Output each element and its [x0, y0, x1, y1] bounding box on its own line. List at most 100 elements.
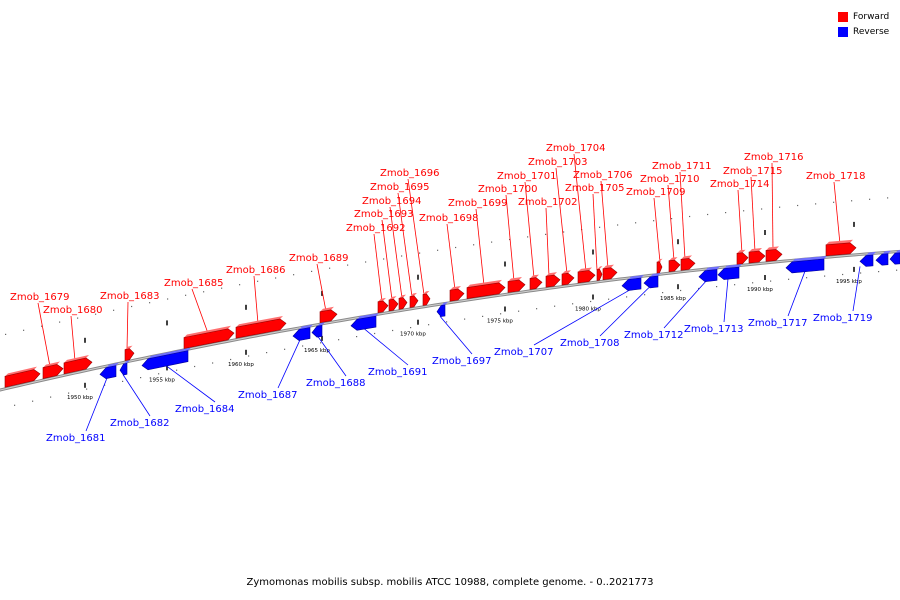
- forward-gene-arrow[interactable]: [561, 270, 575, 286]
- arrow-body: [680, 258, 696, 271]
- reverse-gene-arrow[interactable]: [717, 264, 742, 280]
- forward-gene-label[interactable]: Zmob_1711: [652, 161, 712, 172]
- forward-gene-label[interactable]: Zmob_1686: [226, 265, 286, 276]
- reverse-gene-label[interactable]: Zmob_1713: [684, 324, 744, 335]
- forward-gene-label[interactable]: Zmob_1683: [100, 291, 160, 302]
- reverse-gene-arrow[interactable]: [785, 255, 827, 274]
- reverse-gene-label[interactable]: Zmob_1687: [238, 390, 298, 401]
- minor-tick: [518, 310, 520, 312]
- forward-swatch: [838, 11, 848, 22]
- reverse-gene-label[interactable]: Zmob_1707: [494, 347, 554, 358]
- reverse-gene-arrow[interactable]: [889, 250, 900, 265]
- reverse-gene-label[interactable]: Zmob_1688: [306, 378, 366, 389]
- forward-gene-label[interactable]: Zmob_1715: [723, 166, 783, 177]
- forward-gene-label[interactable]: Zmob_1709: [626, 187, 686, 198]
- forward-gene-arrow[interactable]: [63, 355, 93, 375]
- forward-gene-label[interactable]: Zmob_1692: [346, 223, 406, 234]
- reverse-gene-label[interactable]: Zmob_1719: [813, 313, 873, 324]
- forward-gene-arrow[interactable]: [398, 294, 408, 310]
- minor-tick: [320, 342, 322, 344]
- reverse-gene-label[interactable]: Zmob_1712: [624, 330, 684, 341]
- forward-gene-label[interactable]: Zmob_1716: [744, 152, 804, 163]
- forward-gene-arrow[interactable]: [124, 345, 135, 361]
- forward-gene-label[interactable]: Zmob_1699: [448, 198, 508, 209]
- forward-gene-arrow[interactable]: [825, 239, 857, 257]
- minor-tick: [356, 336, 358, 338]
- forward-gene-label[interactable]: Zmob_1689: [289, 253, 349, 264]
- forward-gene-arrow[interactable]: [668, 257, 681, 273]
- forward-gene-label[interactable]: Zmob_1710: [640, 174, 700, 185]
- reverse-gene-arrow[interactable]: [875, 250, 891, 266]
- leader-line: [277, 339, 301, 389]
- reverse-gene-label[interactable]: Zmob_1682: [110, 418, 170, 429]
- leader-line: [191, 288, 209, 334]
- forward-gene-label[interactable]: Zmob_1718: [806, 171, 866, 182]
- reverse-gene-arrow[interactable]: [436, 301, 448, 317]
- forward-gene-arrow[interactable]: [602, 264, 618, 281]
- reverse-gene-arrow[interactable]: [99, 362, 119, 380]
- forward-gene-label[interactable]: Zmob_1700: [478, 184, 538, 195]
- minor-tick: [14, 404, 16, 406]
- arrow-top-face: [578, 267, 592, 272]
- reverse-gene-arrow[interactable]: [859, 251, 876, 267]
- legend: Forward Reverse: [838, 9, 889, 39]
- reverse-gene-arrow[interactable]: [643, 272, 661, 289]
- forward-gene-arrow[interactable]: [765, 246, 783, 262]
- forward-gene-arrow[interactable]: [319, 306, 338, 324]
- forward-gene-arrow[interactable]: [748, 248, 766, 264]
- reverse-gene-arrow[interactable]: [311, 322, 325, 338]
- minor-tick: [446, 321, 448, 323]
- forward-gene-label[interactable]: Zmob_1694: [362, 196, 422, 207]
- forward-gene-label[interactable]: Zmob_1703: [528, 157, 588, 168]
- forward-gene-label[interactable]: Zmob_1702: [518, 197, 578, 208]
- forward-gene-arrow[interactable]: [377, 297, 389, 314]
- forward-gene-label[interactable]: Zmob_1680: [43, 305, 103, 316]
- arrow-body: [875, 253, 889, 266]
- forward-gene-label[interactable]: Zmob_1695: [370, 182, 430, 193]
- reverse-gene-arrow[interactable]: [350, 313, 379, 331]
- legend-reverse: Reverse: [838, 24, 889, 39]
- forward-gene-arrow[interactable]: [577, 267, 596, 284]
- forward-gene-arrow[interactable]: [422, 290, 431, 306]
- forward-gene-arrow[interactable]: [466, 279, 506, 299]
- reverse-gene-arrow[interactable]: [698, 266, 720, 283]
- forward-gene-label[interactable]: Zmob_1704: [546, 143, 606, 154]
- forward-gene-arrow[interactable]: [409, 292, 419, 308]
- reverse-gene-arrow[interactable]: [119, 360, 130, 376]
- forward-gene-label[interactable]: Zmob_1679: [10, 292, 70, 303]
- reverse-gene-label[interactable]: Zmob_1684: [175, 404, 235, 415]
- forward-gene-arrow[interactable]: [388, 296, 399, 312]
- reverse-gene-label[interactable]: Zmob_1697: [432, 356, 492, 367]
- reverse-gene-label[interactable]: Zmob_1691: [368, 367, 428, 378]
- reverse-gene-arrow[interactable]: [141, 347, 191, 371]
- scale-tick: [84, 382, 86, 388]
- forward-gene-label[interactable]: Zmob_1685: [164, 278, 224, 289]
- forward-gene-label[interactable]: Zmob_1706: [573, 170, 633, 181]
- forward-gene-arrow[interactable]: [596, 266, 603, 281]
- forward-gene-label[interactable]: Zmob_1714: [710, 179, 770, 190]
- forward-gene-label[interactable]: Zmob_1693: [354, 209, 414, 220]
- forward-gene-arrow[interactable]: [736, 249, 749, 265]
- reverse-gene-label[interactable]: Zmob_1681: [46, 433, 106, 444]
- reverse-gene-arrow[interactable]: [292, 324, 313, 341]
- forward-gene-label[interactable]: Zmob_1696: [380, 168, 440, 179]
- reverse-gene-label[interactable]: Zmob_1708: [560, 338, 620, 349]
- forward-gene-arrow[interactable]: [656, 258, 663, 274]
- forward-gene-arrow[interactable]: [4, 366, 41, 388]
- forward-gene-arrow[interactable]: [545, 272, 561, 288]
- reverse-gene-label[interactable]: Zmob_1717: [748, 318, 808, 329]
- forward-gene-arrow[interactable]: [680, 255, 696, 271]
- forward-gene-label[interactable]: Zmob_1701: [497, 171, 557, 182]
- forward-gene-label[interactable]: Zmob_1698: [419, 213, 479, 224]
- reverse-gene-arrow[interactable]: [621, 274, 644, 291]
- minor-tick: [644, 294, 646, 296]
- forward-gene-arrow[interactable]: [529, 274, 543, 290]
- forward-gene-arrow[interactable]: [449, 285, 465, 302]
- forward-gene-arrow[interactable]: [183, 325, 235, 349]
- scale-tick: [853, 266, 855, 272]
- forward-gene-arrow[interactable]: [42, 361, 64, 379]
- forward-gene-label[interactable]: Zmob_1705: [565, 183, 625, 194]
- arrow-body: [183, 328, 235, 349]
- forward-gene-arrow[interactable]: [507, 276, 526, 293]
- forward-gene-arrow[interactable]: [235, 315, 287, 339]
